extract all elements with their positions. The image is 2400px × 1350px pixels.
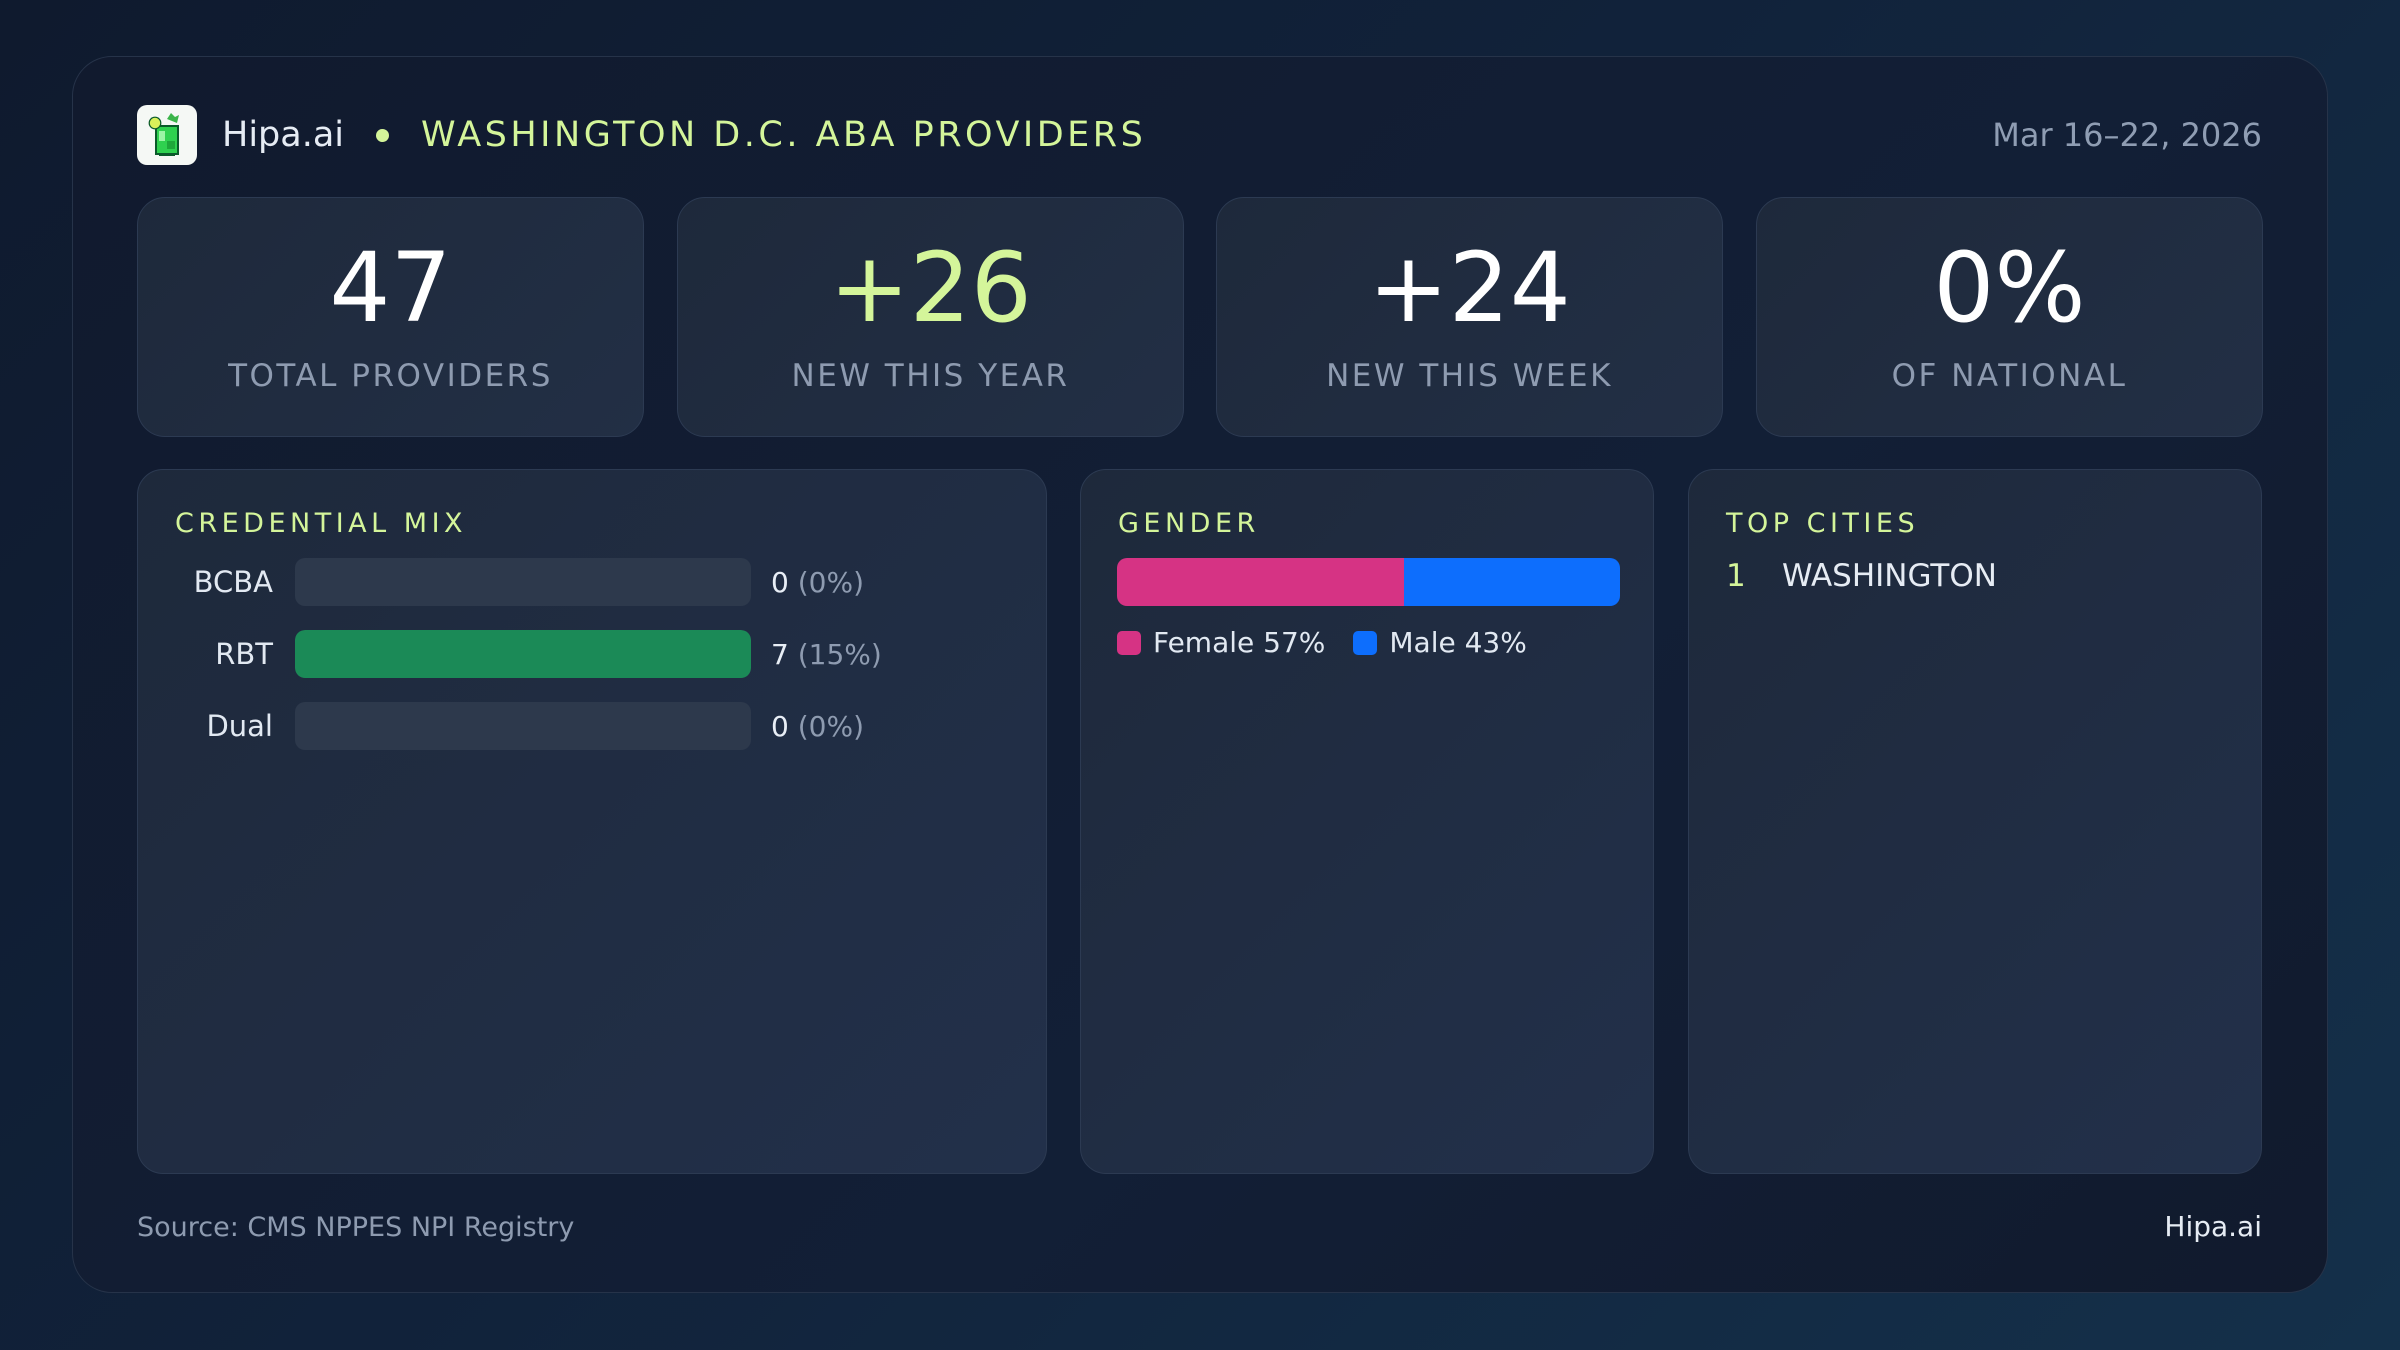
stat-card-new-this-week: +24 NEW THIS WEEK [1216,197,1723,437]
stat-value: +26 [829,232,1032,344]
panel-title: TOP CITIES [1726,508,1920,539]
city-name: WASHINGTON [1782,558,1997,594]
panel-title: CREDENTIAL MIX [175,508,468,539]
stat-card-of-national: 0% OF NATIONAL [1756,197,2263,437]
stat-value: 47 [329,232,452,344]
credential-row-dual: Dual 0 (0%) [138,702,1046,750]
legend-label: Male 43% [1389,626,1527,659]
source-note: Source: CMS NPPES NPI Registry [137,1212,575,1243]
credential-row-rbt: RBT 7 (15%) [138,630,1046,678]
stat-label: NEW THIS WEEK [1326,358,1613,394]
stat-label: OF NATIONAL [1891,358,2128,394]
credential-label: Dual [206,709,273,743]
gender-segment-female [1117,558,1404,606]
gender-legend: Female 57% Male 43% [1117,626,1555,659]
brand-name: Hipa.ai [222,115,345,155]
credential-mix-panel: CREDENTIAL MIX BCBA 0 (0%) RBT 7 (15%) D… [137,469,1047,1174]
date-range: Mar 16–22, 2026 [1992,116,2262,154]
credential-bar-fill [295,630,751,678]
top-cities-panel: TOP CITIES 1 WASHINGTON [1688,469,2262,1174]
city-list-item: 1 WASHINGTON [1726,558,1997,594]
stat-card-new-this-year: +26 NEW THIS YEAR [677,197,1184,437]
gender-segment-male [1403,558,1620,606]
page-title: WASHINGTON D.C. ABA PROVIDERS [421,115,1147,155]
credential-value: 0 (0%) [771,565,865,599]
stat-value: 0% [1933,232,2086,344]
city-rank: 1 [1726,558,1746,594]
gender-stacked-bar [1117,558,1620,606]
gender-panel: GENDER Female 57% Male 43% [1080,469,1654,1174]
credential-bar-track [295,630,751,678]
credential-bar-track [295,702,751,750]
footer-brand: Hipa.ai [2164,1210,2262,1243]
stat-value: +24 [1368,232,1571,344]
stat-label: TOTAL PROVIDERS [228,358,553,394]
legend-swatch [1117,630,1141,655]
credential-value: 0 (0%) [771,709,865,743]
mojito-glass-icon [137,105,197,165]
header: Hipa.ai WASHINGTON D.C. ABA PROVIDERS Ma… [137,105,2262,165]
separator-dot [376,128,390,142]
credential-label: BCBA [193,565,273,599]
credential-value: 7 (15%) [771,637,882,671]
legend-swatch [1353,630,1378,655]
credential-bar-track [295,558,751,606]
stat-card-total-providers: 47 TOTAL PROVIDERS [137,197,644,437]
legend-label: Female 57% [1153,626,1326,659]
legend-item-male: Male 43% [1353,626,1527,659]
credential-label: RBT [215,637,273,671]
legend-item-female: Female 57% [1117,626,1325,659]
credential-row-bcba: BCBA 0 (0%) [138,558,1046,606]
stat-label: NEW THIS YEAR [791,358,1070,394]
panel-title: GENDER [1118,508,1260,539]
